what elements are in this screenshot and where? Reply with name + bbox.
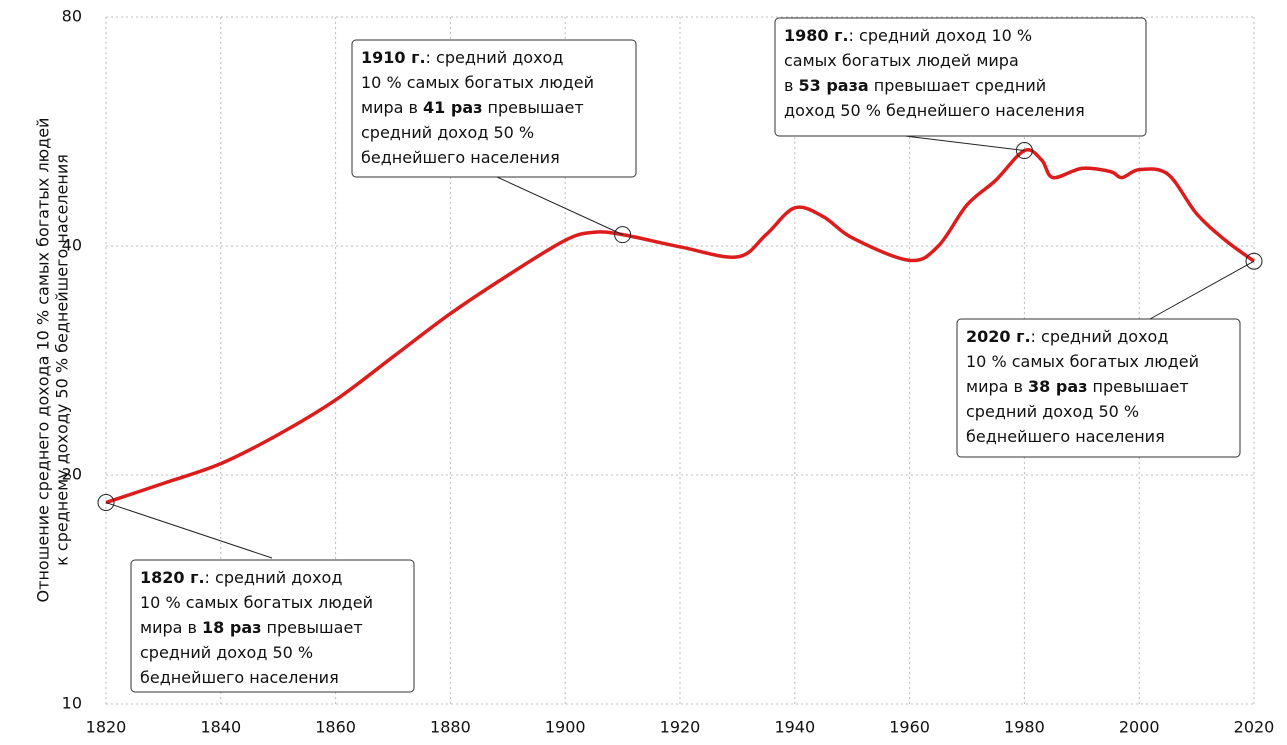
leader-line — [496, 176, 623, 236]
annotation-box — [351, 39, 637, 178]
annotation-box — [956, 318, 1241, 458]
x-tick-label: 1920 — [660, 718, 701, 737]
annotation-text: средний доход 50 % — [966, 402, 1139, 421]
annotation-text: 2020 г.: средний доход — [966, 327, 1168, 346]
annotation-run: 1910 г. — [361, 48, 426, 67]
x-tick-label: 1980 — [1004, 718, 1045, 737]
annotation-box — [774, 17, 1147, 137]
annotation-run: : средний доход — [1031, 327, 1169, 346]
annotation-box — [130, 559, 415, 693]
x-tick-label: 2000 — [1119, 718, 1160, 737]
annotation-text: беднейшего населения — [361, 148, 560, 167]
annotation-run: мира в — [966, 377, 1028, 396]
x-tick-label: 1820 — [86, 718, 127, 737]
annotation-text: 1910 г.: средний доход — [361, 48, 563, 67]
annotation-text: мира в 41 раз превышает — [361, 98, 584, 117]
annotation-run: средний доход 50 % — [140, 643, 313, 662]
annotation-run: 18 раз — [202, 618, 261, 637]
annotation-run: 2020 г. — [966, 327, 1031, 346]
annotation-run: средний доход 50 % — [966, 402, 1139, 421]
annotation-run: беднейшего населения — [361, 148, 560, 167]
annotation-text: 1820 г.: средний доход — [140, 568, 342, 587]
y-tick-label: 10 — [62, 694, 82, 713]
annotation-run: в — [784, 76, 799, 95]
x-tick-label: 2020 — [1234, 718, 1275, 737]
annotation-run: беднейшего населения — [140, 668, 339, 687]
annotation-text: 10 % самых богатых людей — [140, 593, 373, 612]
annotation-run: самых богатых людей мира — [784, 51, 1019, 70]
annotation-point — [614, 226, 632, 244]
annotation-run: мира в — [140, 618, 202, 637]
annotation-run: 1980 г. — [784, 26, 849, 45]
annotation-text: 10 % самых богатых людей — [361, 73, 594, 92]
annotation-text: в 53 раза превышает средний — [784, 76, 1046, 95]
annotation-run: превышает средний — [869, 76, 1046, 95]
annotation-run: 41 раз — [423, 98, 482, 117]
x-tick-label: 1940 — [774, 718, 815, 737]
y-axis-label: Отношение среднего дохода 10 % самых бог… — [34, 118, 53, 603]
annotation-text: беднейшего населения — [140, 668, 339, 687]
annotation-point — [97, 494, 115, 512]
annotation-text: доход 50 % беднейшего населения — [784, 101, 1085, 120]
annotation-text: 1980 г.: средний доход 10 % — [784, 26, 1032, 45]
x-tick-label: 1840 — [200, 718, 241, 737]
x-tick-label: 1960 — [889, 718, 930, 737]
annotation-text: самых богатых людей мира — [784, 51, 1019, 70]
leader-line — [105, 502, 273, 559]
annotation-run: превышает — [482, 98, 583, 117]
leader-line — [904, 135, 1025, 152]
y-tick-label: 20 — [62, 465, 82, 484]
annotation-run: : средний доход — [426, 48, 564, 67]
annotation-run: : средний доход — [205, 568, 343, 587]
y-tick-label: 80 — [62, 7, 82, 26]
annotation-run: 10 % самых богатых людей — [140, 593, 373, 612]
annotation-run: 10 % самых богатых людей — [966, 352, 1199, 371]
annotation-text: мира в 18 раз превышает — [140, 618, 363, 637]
line-series — [105, 148, 1256, 505]
annotation-run: доход 50 % беднейшего населения — [784, 101, 1085, 120]
annotation-point — [1015, 142, 1033, 160]
annotation-run: превышает — [1087, 377, 1188, 396]
annotation-run: : средний доход 10 % — [849, 26, 1033, 45]
x-tick-label: 1860 — [315, 718, 356, 737]
annotation-text: средний доход 50 % — [140, 643, 313, 662]
annotation-point — [1245, 252, 1263, 270]
annotation-run: 10 % самых богатых людей — [361, 73, 594, 92]
annotation-run: мира в — [361, 98, 423, 117]
annotation-run: 53 раза — [799, 76, 869, 95]
x-tick-label: 1880 — [430, 718, 471, 737]
annotation-run: беднейшего населения — [966, 427, 1165, 446]
annotation-text: 10 % самых богатых людей — [966, 352, 1199, 371]
y-tick-label: 40 — [62, 236, 82, 255]
annotation-run: 1820 г. — [140, 568, 205, 587]
annotation-text: беднейшего населения — [966, 427, 1165, 446]
y-axis-label: к среднему доходу 50 % беднейшего населе… — [53, 154, 72, 566]
leader-line — [1149, 260, 1255, 320]
annotation-text: мира в 38 раз превышает — [966, 377, 1189, 396]
annotation-text: средний доход 50 % — [361, 123, 534, 142]
annotation-run: превышает — [261, 618, 362, 637]
x-tick-label: 1900 — [545, 718, 586, 737]
annotation-run: средний доход 50 % — [361, 123, 534, 142]
annotation-run: 38 раз — [1028, 377, 1087, 396]
